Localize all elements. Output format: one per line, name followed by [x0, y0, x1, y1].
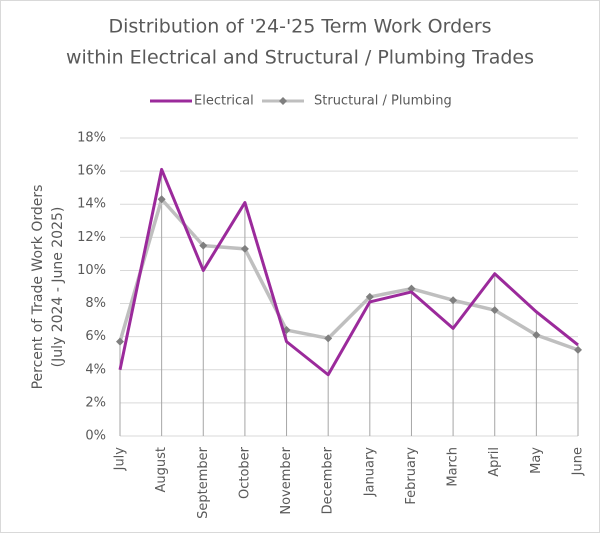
y-tick-label: 0% [85, 429, 106, 444]
marker [324, 334, 333, 343]
marker [116, 337, 124, 346]
x-tick-label: May [529, 447, 544, 474]
y-tick-label: 4% [85, 362, 106, 377]
legend-label: Structural / Plumbing [314, 94, 452, 109]
marker [365, 292, 374, 301]
y-tick-label: 14% [77, 197, 106, 212]
x-tick-label: September [196, 446, 211, 519]
marker [490, 306, 499, 315]
marker [574, 345, 582, 354]
y-tick-label: 10% [77, 263, 106, 278]
marker [240, 244, 249, 253]
x-tick-label: August [154, 447, 169, 493]
x-tick-label: December [321, 446, 336, 514]
x-tick-label: November [279, 446, 294, 514]
x-tick-label: March [446, 447, 461, 487]
marker [449, 296, 458, 305]
y-tick-label: 16% [77, 164, 106, 179]
x-tick-label: July [113, 447, 128, 472]
chart-title: within Electrical and Structural / Plumb… [66, 47, 534, 69]
series-line [118, 197, 579, 352]
x-tick-label: October [237, 446, 252, 499]
legend-marker [279, 97, 287, 105]
x-tick-label: April [487, 447, 502, 477]
y-tick-label: 8% [85, 296, 106, 311]
marker [199, 241, 208, 250]
x-tick-label: February [404, 447, 419, 505]
marker [157, 195, 166, 204]
legend-label: Electrical [194, 94, 254, 109]
y-axis-title: Percent of Trade Work Orders [30, 185, 46, 390]
marker [532, 331, 541, 340]
y-axis-title: (July 2024 - June 2025) [50, 207, 66, 368]
marker [407, 284, 416, 293]
y-tick-label: 6% [85, 329, 106, 344]
x-tick-label: January [362, 447, 377, 498]
x-tick-label: June [571, 447, 586, 476]
chart-title: Distribution of '24-'25 Term Work Orders [108, 16, 491, 38]
y-tick-label: 2% [85, 395, 106, 410]
y-tick-label: 12% [77, 230, 106, 245]
series-line [118, 167, 579, 377]
y-tick-label: 18% [77, 131, 106, 146]
